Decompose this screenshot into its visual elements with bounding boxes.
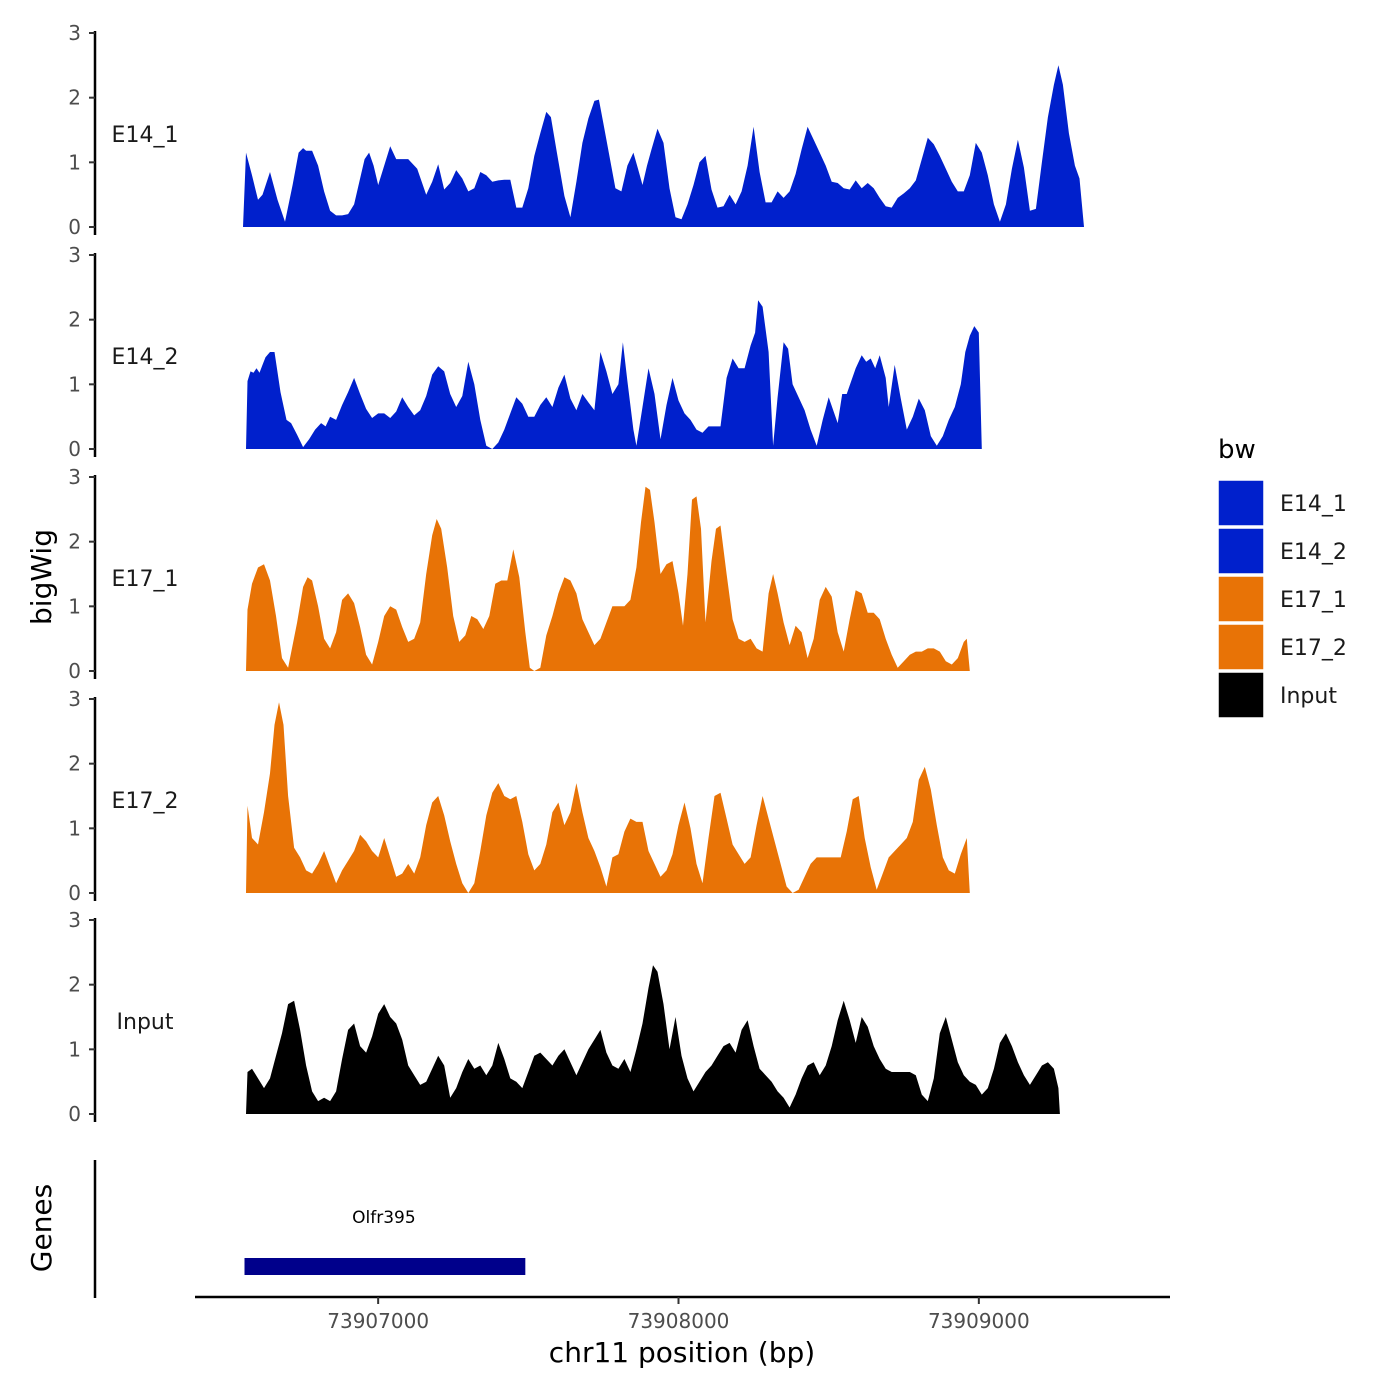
legend-label: E14_1 (1280, 492, 1347, 517)
genes-panel: Olfr395 (93, 1160, 526, 1298)
y-tick-label: 0 (68, 1102, 81, 1126)
y-tick-label: 3 (68, 687, 81, 711)
legend-label: Input (1280, 684, 1337, 709)
x-tick-label: 73909000 (928, 1309, 1030, 1333)
gene-bar-Olfr395 (244, 1258, 526, 1275)
track-E17_1: 0 1 2 3 E17_1 (68, 465, 970, 683)
x-tick-label: 73907000 (327, 1309, 429, 1333)
y-tick-label: 3 (68, 908, 81, 932)
y-tick-label: 1 (68, 372, 81, 396)
signal-area-E14_1 (243, 65, 1084, 227)
track-Input: 0 1 2 3 Input (68, 908, 1060, 1126)
y-tick-label: 3 (68, 243, 81, 267)
y-tick-label: 3 (68, 21, 81, 45)
legend-label: E17_1 (1280, 588, 1347, 613)
y-tick-label: 0 (68, 659, 81, 683)
track-E14_1: 0 1 2 3 E14_1 (68, 21, 1084, 239)
legend-swatch-E14_2 (1217, 527, 1265, 575)
y-tick-label: 2 (68, 752, 81, 776)
y-tick-label: 2 (68, 530, 81, 554)
y-tick-label: 1 (68, 1037, 81, 1061)
x-axis: 73907000 73908000 73909000 (195, 1295, 1170, 1333)
track-label: E17_2 (112, 789, 179, 814)
x-axis-title: chr11 position (bp) (549, 1336, 815, 1369)
track-label: Input (117, 1010, 174, 1035)
track-E14_2: 0 1 2 3 E14_2 (68, 243, 982, 461)
x-tick-label: 73908000 (628, 1309, 730, 1333)
y-tick-label: 2 (68, 86, 81, 110)
signal-area-E14_2 (246, 300, 982, 449)
signal-area-E17_2 (246, 702, 970, 893)
legend-swatch-E17_2 (1217, 623, 1265, 671)
y-tick-label: 2 (68, 973, 81, 997)
y-tick-label: 2 (68, 308, 81, 332)
legend-swatch-E17_1 (1217, 575, 1265, 623)
y-axis-title: bigWig (25, 529, 58, 625)
y-tick-label: 1 (68, 594, 81, 618)
legend-entries: E14_1 E14_2 E17_1 E17_2 Input (1217, 479, 1347, 719)
legend-label: E17_2 (1280, 636, 1347, 661)
signal-area-E17_1 (246, 486, 970, 671)
gene-label: Olfr395 (352, 1208, 416, 1228)
signal-area-Input (246, 965, 1060, 1114)
y-tick-label: 3 (68, 465, 81, 489)
y-tick-label: 1 (68, 816, 81, 840)
y-tick-label: 0 (68, 881, 81, 905)
track-label: E14_1 (112, 123, 179, 148)
track-E17_2: 0 1 2 3 E17_2 (68, 687, 970, 905)
legend-swatch-E14_1 (1217, 479, 1265, 527)
y-tick-label: 1 (68, 150, 81, 174)
genes-axis-title: Genes (25, 1184, 58, 1272)
y-tick-label: 0 (68, 215, 81, 239)
signal-tracks: 0 1 2 3 E14_1 0 1 2 3 E14_2 0 1 2 3 E17_1 0 1 2 3 E17_2 0 1 2 3… (68, 21, 1084, 1126)
track-label: E14_2 (112, 345, 179, 370)
legend-title: bw (1218, 435, 1256, 465)
legend: bw E14_1 E14_2 E17_1 E17_2 Input (1217, 435, 1347, 719)
legend-label: E14_2 (1280, 540, 1347, 565)
track-label: E17_1 (112, 567, 179, 592)
legend-swatch-Input (1217, 671, 1265, 719)
y-tick-label: 0 (68, 437, 81, 461)
